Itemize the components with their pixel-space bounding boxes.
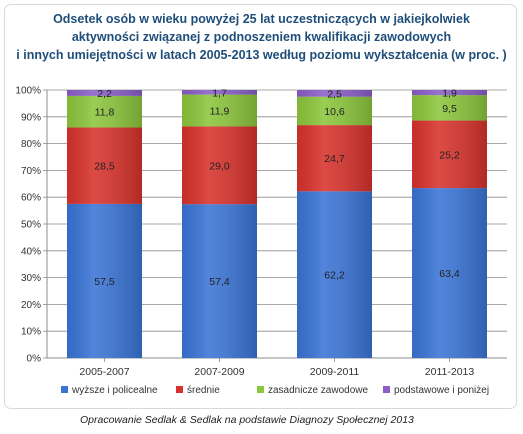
legend-entry: podstawowe i poniżej [394, 385, 489, 396]
y-tick-label: 50% [21, 220, 41, 231]
y-tick-label: 30% [21, 273, 41, 284]
legend-swatch [61, 386, 68, 393]
bar-segment-shading [182, 126, 257, 205]
x-tick-label: 2011-2013 [425, 366, 475, 378]
bar-segment-shading [182, 90, 257, 95]
data-label: 10,6 [324, 106, 345, 118]
legend-swatch [257, 386, 264, 393]
data-label: 2,2 [97, 88, 112, 100]
y-tick-label: 0% [27, 354, 42, 365]
bar-segment-shading [67, 127, 142, 204]
data-label: 57,4 [209, 276, 230, 288]
data-label: 11,8 [95, 107, 115, 119]
y-tick-label: 60% [21, 193, 41, 204]
data-label: 63,4 [439, 268, 460, 280]
x-tick-label: 2007-2009 [194, 366, 244, 378]
data-label: 28,5 [94, 161, 115, 173]
x-tick-label: 2005-2007 [79, 366, 129, 378]
source-note: Opracowanie Sedlak & Sedlak na podstawie… [80, 414, 414, 426]
data-label: 57,5 [94, 276, 115, 288]
y-tick-label: 10% [21, 327, 41, 338]
bar-segment-shading [67, 90, 142, 96]
legend-entry: średnie [187, 385, 220, 396]
bar-segment-shading [412, 188, 487, 358]
y-tick-label: 20% [21, 300, 41, 311]
data-label: 25,2 [439, 149, 460, 161]
bar-segment-shading [67, 95, 142, 128]
y-tick-label: 100% [15, 86, 41, 97]
data-label: 1,7 [212, 87, 227, 99]
y-tick-label: 80% [21, 139, 41, 150]
data-labels: 57,5 28,5 11,8 2,2 57,4 29,0 11,9 1,7 62,2 24,7 10… [94, 87, 460, 288]
chart-title-line-2: aktywności związanej z podnoszeniem kwal… [71, 30, 452, 44]
bar-segment-shading [412, 120, 487, 189]
x-tick-label: 2009-2011 [310, 366, 360, 378]
legend-swatch [176, 386, 183, 393]
bar-segment-shading [297, 90, 372, 97]
data-label: 2,5 [327, 88, 342, 100]
legend-swatch [383, 386, 390, 393]
legend-entry: wyższe i policealne [71, 385, 158, 396]
chart-title-line-1: Odsetek osób w wieku powyżej 25 lat ucze… [53, 12, 470, 26]
bar-segment-shading [67, 203, 142, 358]
data-label: 9,5 [442, 103, 457, 115]
data-label: 62,2 [324, 270, 345, 282]
data-label: 29,0 [209, 160, 230, 172]
legend: wyższe i policealne średnie zasadnicze zaw… [61, 385, 489, 396]
legend-entry: zasadnicze zawodowe [268, 385, 368, 396]
bar-segment-shading [297, 96, 372, 126]
bar-segment-shading [297, 191, 372, 358]
data-label: 1,9 [442, 88, 457, 100]
bar-segment-shading [182, 94, 257, 127]
y-tick-label: 40% [21, 246, 41, 257]
bar-segment-shading [412, 95, 487, 121]
data-label: 24,7 [324, 153, 345, 165]
bars [67, 90, 487, 358]
bar-segment-shading [297, 125, 372, 192]
chart-title-line-3: i innych umiejętności w latach 2005-2013… [16, 48, 507, 62]
bar-segment-shading [412, 90, 487, 96]
bar-segment-shading [182, 204, 257, 358]
axes: 0% 10% 20% 30% 40% 50% 60% 70% 80% 90% 100% 2005-20… [15, 86, 507, 378]
y-tick-label: 90% [21, 112, 41, 123]
y-tick-label: 70% [21, 166, 41, 177]
data-label: 11,9 [210, 106, 230, 118]
